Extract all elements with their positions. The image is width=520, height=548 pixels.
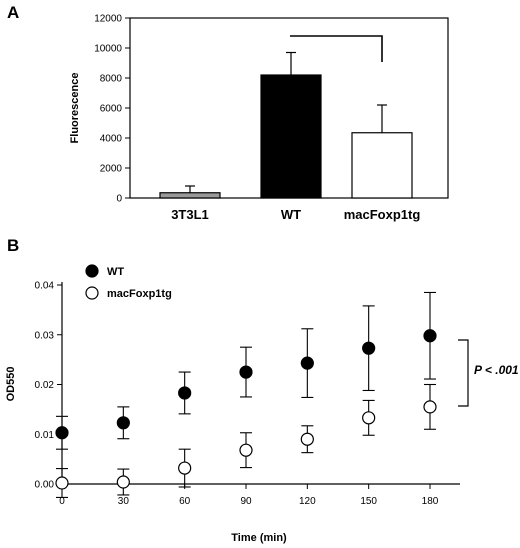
panel-b-point-macfoxp1tg xyxy=(116,475,130,489)
panel-b-point-macfoxp1tg xyxy=(55,476,69,490)
legend-wt-marker xyxy=(85,264,99,278)
panel-b-point-macfoxp1tg xyxy=(423,400,437,414)
legend-macfoxp1tg-label: macFoxp1tg xyxy=(107,288,172,300)
panel-a-significance-bracket xyxy=(290,35,383,62)
panel-a-y-tick-label: 4000 xyxy=(100,134,123,145)
panel-b-x-tick-label: 150 xyxy=(360,496,377,507)
panel-b-x-tick-label: 60 xyxy=(179,496,191,507)
panel-b-point-wt xyxy=(116,416,130,430)
panel-b-y-tick-label: 0.03 xyxy=(35,330,55,341)
panel-b-point-wt xyxy=(300,356,314,370)
panel-b-point-macfoxp1tg xyxy=(239,443,253,457)
panel-a-y-axis-label: Fluorescence xyxy=(69,73,81,144)
panel-b-legend: WT macFoxp1tg xyxy=(85,264,172,300)
panel-b-point-wt xyxy=(423,329,437,343)
panel-b-scatter-chart: OD550 Time (min) 0 30 60 90 120 150 180 0.00 0.0… xyxy=(5,264,519,544)
panel-a-y-tick-label: 12000 xyxy=(94,14,122,25)
panel-a-bar-3t3l1 xyxy=(159,192,221,199)
panel-a-bar-wt xyxy=(260,74,322,199)
legend-macfoxp1tg-marker xyxy=(85,286,99,300)
panel-b-x-tick-label: 30 xyxy=(118,496,130,507)
panel-b-x-tick-label: 0 xyxy=(59,496,65,507)
panel-a-y-tick-label: 10000 xyxy=(94,44,122,55)
panel-b-point-macfoxp1tg xyxy=(300,432,314,446)
panel-b-x-axis-label: Time (min) xyxy=(231,532,287,544)
p-value-annotation: P < .001 xyxy=(474,363,519,377)
panel-a-y-tick-label: 6000 xyxy=(100,104,123,115)
panel-b-y-tick-label: 0.00 xyxy=(35,480,55,491)
panel-a-y-tick-label: 8000 xyxy=(100,74,123,85)
panel-a-category-label: WT xyxy=(281,207,301,222)
panel-b-point-wt xyxy=(55,426,69,440)
panel-b-y-tick-label: 0.02 xyxy=(35,380,55,391)
panel-a-bar-macfoxp1tg xyxy=(351,132,413,199)
p-value-bracket xyxy=(458,339,469,407)
panel-a-bar-chart: Fluorescence 0 2000 4000 6000 8000 10000 12000… xyxy=(69,14,449,222)
panel-b-label: B xyxy=(7,236,19,255)
legend-wt-label: WT xyxy=(107,266,124,278)
panel-b-x-tick-label: 90 xyxy=(240,496,252,507)
panel-b-x-tick-label: 120 xyxy=(299,496,316,507)
panel-a-y-tick-label: 2000 xyxy=(100,164,123,175)
panel-b-point-macfoxp1tg xyxy=(178,461,192,475)
panel-a-category-label: macFoxp1tg xyxy=(344,207,421,222)
panel-a-y-tick-label: 0 xyxy=(116,194,122,205)
panel-a-label: A xyxy=(7,3,19,22)
panel-b-x-tick-label: 180 xyxy=(422,496,439,507)
panel-b-y-tick-label: 0.04 xyxy=(35,281,55,292)
panel-b-y-axis-label: OD550 xyxy=(5,367,17,402)
panel-b-point-wt xyxy=(178,386,192,400)
panel-b-y-tick-label: 0.01 xyxy=(35,430,55,441)
panel-a-category-label: 3T3L1 xyxy=(171,207,209,222)
panel-b-point-wt xyxy=(239,365,253,379)
panel-b-point-wt xyxy=(362,341,376,355)
panel-b-point-macfoxp1tg xyxy=(362,411,376,425)
